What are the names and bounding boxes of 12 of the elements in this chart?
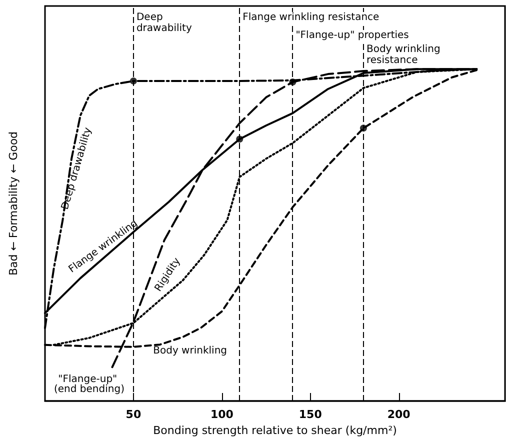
ref-line-label: Body wrinkling resistance: [366, 44, 444, 66]
x-tick-label: 50: [126, 408, 142, 421]
x-tick-label: 150: [298, 408, 322, 421]
ref-line-label: Deep drawability: [136, 12, 192, 34]
series-label: "Flange-up" (end bending): [54, 374, 125, 395]
ref-line-label: "Flange-up" properties: [296, 30, 409, 41]
series-label: Body wrinkling: [153, 346, 228, 357]
ref-line-label: Flange wrinkling resistance: [242, 12, 380, 23]
x-tick-label: 100: [210, 408, 234, 421]
x-axis-title: Bonding strength relative to shear (kg/mm²): [153, 424, 397, 437]
y-axis-title: Bad ← Formability ← Good: [7, 131, 20, 276]
x-tick-label: 200: [387, 408, 411, 421]
